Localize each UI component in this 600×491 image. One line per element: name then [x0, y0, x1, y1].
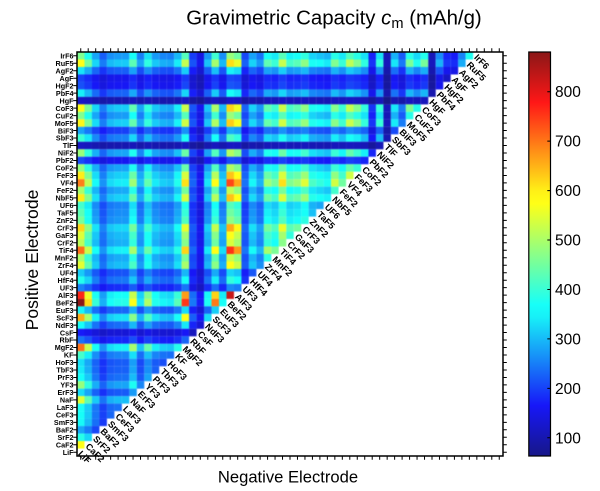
svg-text:Gravimetric Capacity cm (mAh/g: Gravimetric Capacity cm (mAh/g) [186, 8, 481, 33]
svg-text:ErF3: ErF3 [58, 388, 74, 397]
svg-text:100: 100 [555, 430, 581, 447]
svg-text:KF: KF [64, 351, 74, 360]
svg-text:NbF5: NbF5 [56, 194, 74, 203]
svg-text:UF4: UF4 [60, 268, 74, 277]
svg-text:SrF2: SrF2 [58, 433, 74, 442]
svg-text:BeF2: BeF2 [56, 298, 74, 307]
svg-text:TiF4: TiF4 [59, 246, 74, 255]
svg-text:HfF4: HfF4 [58, 276, 74, 285]
svg-text:600: 600 [555, 183, 581, 200]
svg-text:HoF3: HoF3 [56, 358, 74, 367]
svg-text:YF3: YF3 [60, 381, 73, 390]
svg-text:EuF3: EuF3 [56, 306, 74, 315]
svg-text:ScF3: ScF3 [56, 313, 73, 322]
svg-text:MnF2: MnF2 [55, 253, 74, 262]
svg-text:GaF3: GaF3 [56, 231, 74, 240]
svg-text:VF4: VF4 [60, 179, 73, 188]
svg-text:PrF3: PrF3 [58, 373, 74, 382]
svg-text:CoF2: CoF2 [56, 164, 74, 173]
svg-text:800: 800 [555, 84, 581, 101]
svg-text:700: 700 [555, 134, 581, 151]
svg-text:HgF: HgF [60, 96, 75, 105]
svg-text:UF6: UF6 [60, 201, 74, 210]
svg-text:CrF3: CrF3 [57, 224, 73, 233]
svg-text:CeF3: CeF3 [56, 411, 74, 420]
svg-text:Negative Electrode: Negative Electrode [218, 468, 358, 487]
svg-text:PbF2: PbF2 [56, 156, 74, 165]
svg-text:SmF3: SmF3 [54, 418, 74, 427]
svg-text:FeF3: FeF3 [57, 171, 74, 180]
svg-text:CuF2: CuF2 [56, 111, 74, 120]
svg-text:AgF2: AgF2 [56, 66, 74, 75]
svg-text:CoF3: CoF3 [56, 104, 74, 113]
svg-text:ZrF4: ZrF4 [58, 261, 74, 270]
svg-text:UF3: UF3 [60, 283, 74, 292]
svg-text:CsF: CsF [60, 328, 74, 337]
svg-text:NaF: NaF [60, 396, 74, 405]
svg-text:AgF: AgF [60, 74, 75, 83]
svg-text:PbF4: PbF4 [56, 89, 74, 98]
svg-text:300: 300 [555, 331, 581, 348]
svg-text:IrF6: IrF6 [60, 51, 73, 60]
svg-text:LaF3: LaF3 [57, 403, 74, 412]
svg-text:FeF2: FeF2 [57, 186, 74, 195]
svg-text:MgF2: MgF2 [55, 343, 74, 352]
svg-text:SbF3: SbF3 [56, 134, 74, 143]
svg-text:NdF3: NdF3 [56, 321, 74, 330]
svg-text:RbF: RbF [60, 336, 75, 345]
svg-text:AlF3: AlF3 [58, 291, 74, 300]
svg-text:CrF2: CrF2 [57, 238, 73, 247]
svg-text:TbF3: TbF3 [56, 366, 73, 375]
svg-text:MoF5: MoF5 [55, 119, 74, 128]
svg-text:Positive Electrode: Positive Electrode [22, 190, 42, 331]
svg-text:BaF2: BaF2 [56, 426, 74, 435]
svg-text:HgF2: HgF2 [56, 81, 74, 90]
svg-text:500: 500 [555, 233, 581, 250]
svg-text:RuF5: RuF5 [56, 59, 74, 68]
svg-text:NiF2: NiF2 [58, 149, 74, 158]
svg-text:400: 400 [555, 282, 581, 299]
svg-text:CaF2: CaF2 [56, 440, 74, 449]
svg-text:ZnF2: ZnF2 [56, 216, 73, 225]
svg-text:TlF: TlF [63, 141, 74, 150]
svg-text:LiF: LiF [63, 448, 74, 457]
svg-text:TaF5: TaF5 [57, 209, 73, 218]
svg-text:200: 200 [555, 381, 581, 398]
svg-text:BiF3: BiF3 [58, 126, 74, 135]
